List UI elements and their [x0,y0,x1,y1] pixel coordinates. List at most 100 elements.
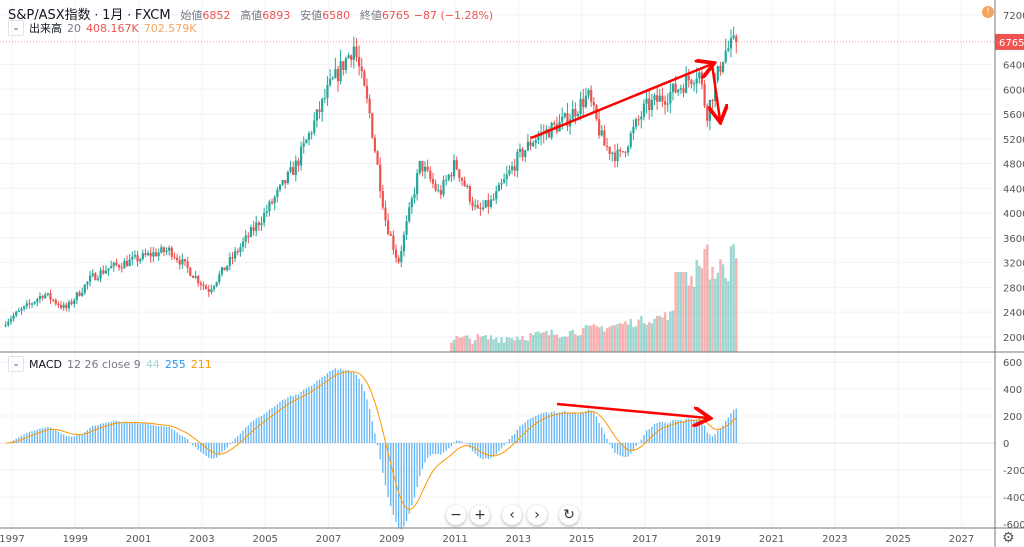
volume-value: 408.167K [86,21,139,35]
candle-body [590,90,593,102]
trend-arrow [712,63,720,120]
candle-body [86,281,89,285]
candle-body [186,261,189,268]
candle-body [534,139,537,143]
volume-bar [629,319,632,352]
volume-bar [518,339,522,352]
candle-body [117,265,121,268]
candle-body [605,145,609,147]
volume-bar [476,333,479,352]
candle-body [389,233,392,236]
candle-body [474,205,477,207]
reset-button[interactable]: ↻ [559,505,579,525]
candle-body [273,197,276,204]
candle-body [226,265,229,271]
candle-body [400,251,403,263]
candle-body [136,255,139,262]
candle-body [394,249,398,258]
price-tick-label: 4000 [1003,209,1024,220]
candle-body [368,98,371,114]
chevron-down-icon[interactable]: ⌄ [8,20,24,36]
volume-bar [597,327,601,352]
low-value: 6580 [322,9,351,22]
volume-bar [713,278,717,352]
alert-icon[interactable]: ! [982,6,994,18]
time-tick-label: 2003 [189,534,214,545]
candle-body [67,301,71,309]
candle-body [648,98,651,111]
gear-icon[interactable]: ⚙ [1002,530,1015,546]
candle-body [284,180,287,184]
candle-body [336,68,340,82]
macd-tick-label: 400 [1003,385,1022,396]
candle-body [518,148,522,152]
candle-body [149,253,152,257]
candle-body [210,289,213,293]
candle-body [656,95,659,102]
candle-body [603,130,606,146]
candle-body [703,84,706,106]
candle-body [96,278,100,281]
time-tick-label: 2019 [696,534,721,545]
candle-body [310,133,313,135]
candle-body [526,141,529,151]
zoom-in-button[interactable]: + [470,505,490,525]
volume-bar [534,332,538,352]
volume-bar [555,334,559,352]
price-tick-label: 4400 [1003,184,1024,195]
interval[interactable]: 1月 [102,8,124,23]
macd-tick-label: -400 [1003,493,1024,504]
candle-body [102,270,105,274]
volume-bar [716,272,719,352]
candle-body [218,274,221,283]
volume-bar [727,281,730,352]
chart-legend: S&P/ASX指数 · 1月 · FXCM 始値6852 高値6893 安値65… [8,8,494,23]
volume-bar [666,320,669,352]
candle-body [687,75,690,81]
time-tick-label: 2009 [379,534,404,545]
candle-body [537,136,540,140]
volume-bar [460,337,464,352]
candle-body [677,89,680,93]
last-price-label: 6765 [999,38,1024,49]
scroll-back-button[interactable]: ‹ [502,505,522,525]
volume-bar [579,335,582,352]
volume-bar [545,330,548,352]
candle-body [719,66,722,72]
volume-bar [524,340,527,352]
candle-body [532,142,535,147]
zoom-out-button[interactable]: − [446,505,466,525]
chevron-down-icon[interactable]: ⌄ [8,356,24,372]
volume-period: 20 [67,21,81,35]
last-price-badge [995,33,1024,50]
candle-body [600,130,603,136]
candle-body [292,167,295,175]
volume-bar [653,318,656,352]
candle-body [331,77,334,79]
candle-body [75,292,78,301]
scroll-forward-button[interactable]: › [527,505,547,525]
candle-body [194,276,197,278]
candle-body [128,259,131,267]
volume-bar [603,331,606,352]
candle-body [695,78,698,84]
candle-body [447,174,450,180]
candle-body [624,151,627,153]
candle-body [584,95,588,107]
candle-body [107,268,110,271]
candle-body [721,61,725,72]
candle-body [115,262,118,266]
candle-body [371,113,374,138]
candle-body [65,304,68,309]
volume-bar [574,334,577,352]
candle-body [207,289,210,293]
open-label: 始値 [180,9,203,22]
candle-body [553,122,556,125]
time-tick-label: 2017 [632,534,657,545]
candle-body [94,273,97,281]
candle-body [12,315,15,319]
volume-bar [669,311,672,352]
volume-bar [616,324,619,352]
